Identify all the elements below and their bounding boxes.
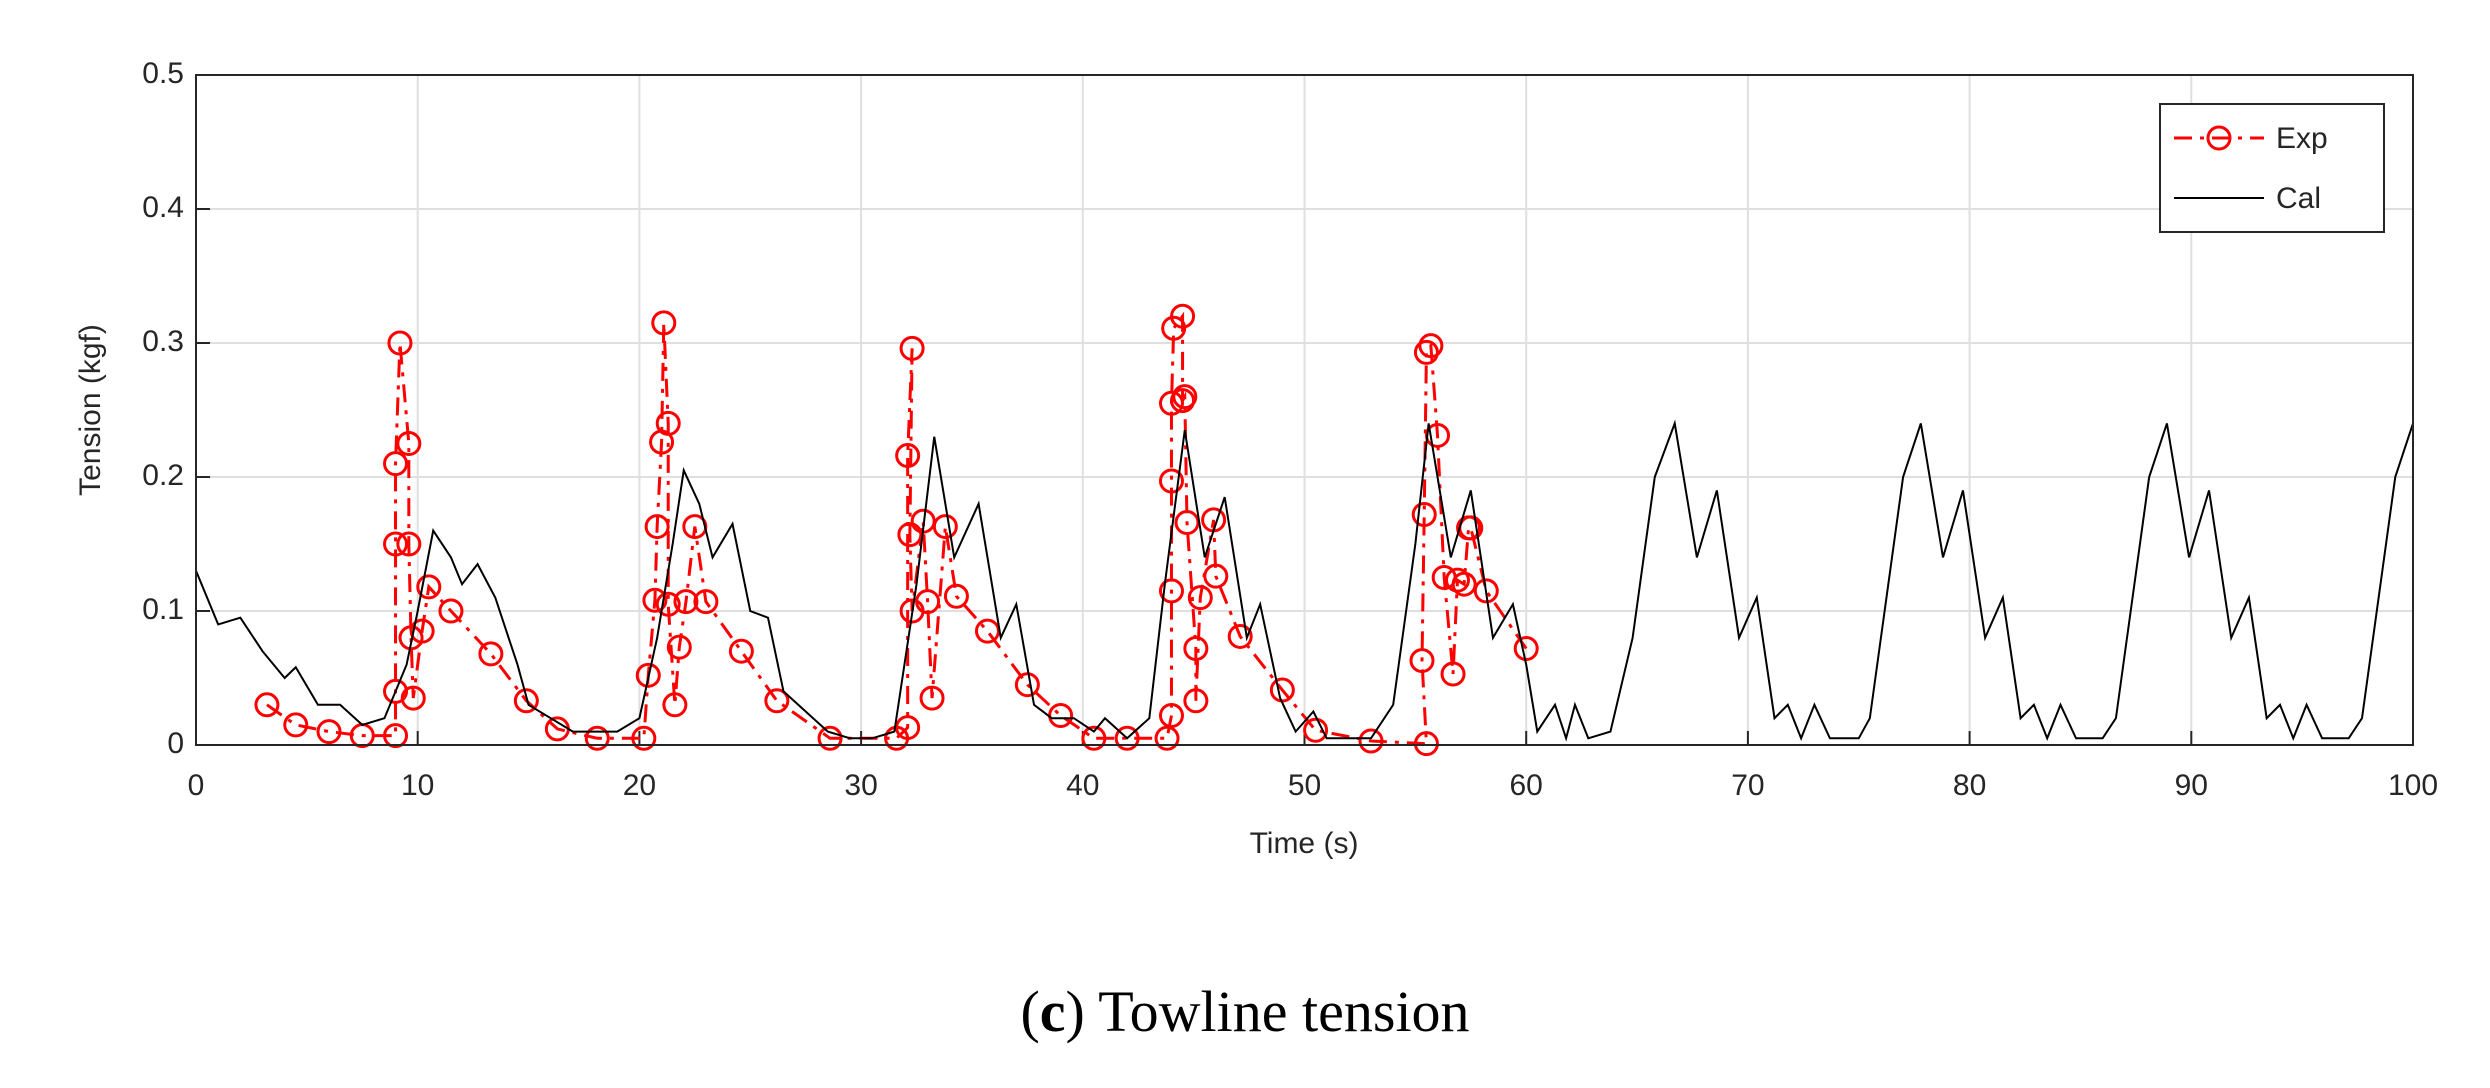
data-point: [1158, 703, 1184, 729]
y-tick-label: 0.1: [142, 593, 184, 626]
data-point: [895, 443, 921, 469]
line-exp: [266, 311, 1528, 746]
data-point: [635, 662, 661, 688]
legend: Exp Cal: [2159, 103, 2385, 233]
data-point: [662, 692, 688, 718]
x-tick-label: 0: [188, 769, 205, 802]
legend-label: Exp: [2276, 122, 2328, 155]
data-point: [254, 692, 280, 718]
data-point: [631, 725, 657, 751]
data-point: [666, 634, 692, 660]
x-tick-label: 60: [1510, 769, 1543, 802]
legend-marker: [2206, 125, 2232, 151]
data-point: [1513, 636, 1539, 662]
data-point: [1418, 333, 1444, 359]
x-tick-label: 100: [2388, 769, 2438, 802]
x-tick-label: 80: [1953, 769, 1986, 802]
x-tick-label: 40: [1066, 769, 1099, 802]
data-point: [919, 685, 945, 711]
x-tick-label: 30: [844, 769, 877, 802]
data-point: [383, 723, 409, 749]
data-point: [1413, 339, 1439, 365]
data-point: [387, 330, 413, 356]
data-point: [1170, 303, 1196, 329]
legend-box: [2159, 103, 2385, 233]
data-point: [895, 715, 921, 741]
data-point: [1409, 648, 1435, 674]
data-point: [1158, 578, 1184, 604]
data-point: [1203, 563, 1229, 589]
data-point: [1451, 571, 1477, 597]
x-tick-label: 90: [2175, 769, 2208, 802]
y-tick-label: 0.5: [142, 57, 184, 90]
x-tick-label: 50: [1288, 769, 1321, 802]
data-point: [584, 725, 610, 751]
data-point: [396, 531, 422, 557]
data-point: [974, 618, 1000, 644]
data-point: [396, 431, 422, 456]
data-point: [915, 589, 941, 615]
data-point: [728, 638, 754, 664]
data-point: [1158, 390, 1184, 416]
y-axis-label: Tension (kgf): [74, 324, 107, 496]
data-point: [1014, 672, 1040, 698]
data-point: [1411, 502, 1437, 528]
data-point: [1303, 717, 1329, 743]
data-point: [416, 574, 442, 600]
data-point: [283, 712, 309, 738]
axes-box: [195, 74, 2414, 746]
data-point: [438, 598, 464, 624]
data-point: [1358, 728, 1384, 754]
data-point: [478, 641, 504, 667]
y-tick-label: 0.4: [142, 191, 184, 224]
data-point: [1114, 725, 1140, 751]
data-point: [400, 685, 426, 711]
x-axis-label: Time (s): [1250, 827, 1359, 860]
data-point: [817, 725, 843, 751]
caption-label: c: [1040, 979, 1066, 1044]
line-cal: [195, 419, 2414, 742]
y-tick-label: 0.3: [142, 325, 184, 358]
data-point: [655, 410, 681, 436]
data-point: [1172, 384, 1198, 410]
data-point: [932, 514, 958, 540]
data-point: [1227, 623, 1253, 649]
data-point: [1473, 578, 1499, 604]
caption-open: (: [1020, 979, 1039, 1044]
caption-text: ) Towline tension: [1066, 979, 1470, 1044]
x-tick-label: 10: [401, 769, 434, 802]
caption: (c) Towline tension: [1020, 979, 1469, 1044]
data-point: [1081, 725, 1107, 751]
data-point: [897, 522, 923, 548]
data-point: [409, 618, 435, 644]
data-point: [1183, 688, 1209, 714]
data-point: [383, 451, 409, 477]
data-point: [651, 310, 677, 336]
data-point: [642, 587, 668, 613]
x-tick-label: 20: [623, 769, 656, 802]
data-point: [316, 719, 342, 745]
data-point: [899, 335, 925, 361]
data-point: [943, 583, 969, 609]
data-point: [1413, 731, 1439, 757]
data-point: [764, 688, 790, 714]
y-tick-label: 0: [167, 727, 184, 760]
data-point: [655, 591, 681, 617]
x-tick-label: 70: [1731, 769, 1764, 802]
data-point: [644, 514, 670, 540]
data-point: [513, 688, 539, 714]
data-point: [1154, 725, 1180, 751]
legend-label: Cal: [2276, 182, 2321, 215]
data-point: [1174, 510, 1200, 536]
data-point: [1158, 468, 1184, 494]
data-point: [673, 589, 699, 615]
data-point: [693, 589, 719, 615]
data-point: [1183, 636, 1209, 662]
y-tick-label: 0.2: [142, 459, 184, 492]
data-point: [1187, 585, 1213, 611]
data-point: [1440, 661, 1466, 687]
data-point: [383, 531, 409, 557]
